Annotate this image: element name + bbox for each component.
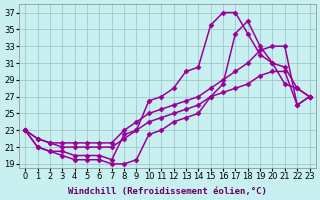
X-axis label: Windchill (Refroidissement éolien,°C): Windchill (Refroidissement éolien,°C) <box>68 187 267 196</box>
